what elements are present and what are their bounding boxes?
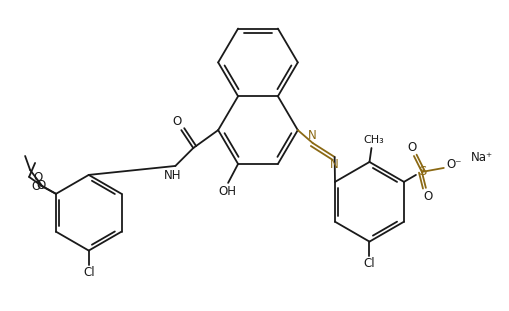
- Text: O: O: [173, 115, 182, 128]
- Text: OH: OH: [218, 185, 236, 198]
- Text: Cl: Cl: [83, 266, 95, 279]
- Text: O: O: [407, 141, 416, 154]
- Text: Na⁺: Na⁺: [471, 151, 493, 165]
- Text: N: N: [330, 159, 339, 171]
- Text: O: O: [32, 180, 41, 193]
- Text: S: S: [418, 165, 426, 179]
- Text: O: O: [34, 171, 43, 184]
- Text: O: O: [37, 179, 46, 193]
- Text: O: O: [423, 190, 433, 203]
- Text: NH: NH: [163, 169, 181, 183]
- Text: Cl: Cl: [363, 257, 375, 270]
- Text: N: N: [308, 128, 317, 142]
- Text: CH₃: CH₃: [363, 135, 384, 145]
- Text: O⁻: O⁻: [446, 159, 462, 171]
